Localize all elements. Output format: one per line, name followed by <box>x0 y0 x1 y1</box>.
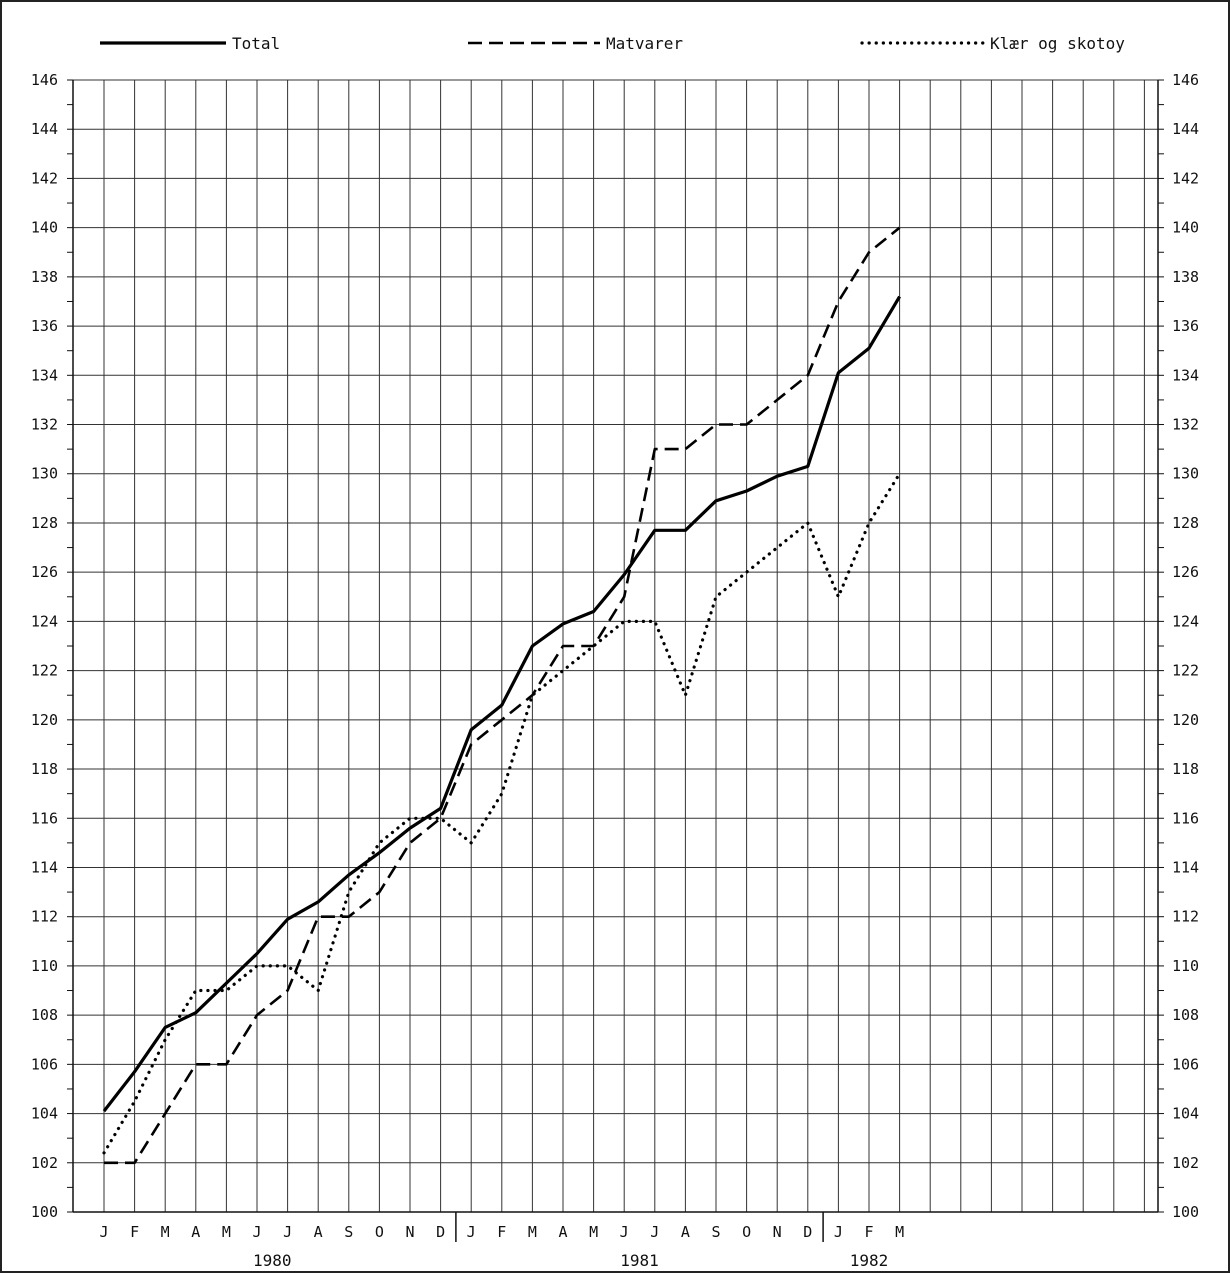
y-tick-label-left: 110 <box>31 957 58 975</box>
x-tick-label: D <box>436 1223 445 1241</box>
y-tick-label-right: 120 <box>1172 711 1199 729</box>
y-tick-label-left: 108 <box>31 1006 58 1024</box>
y-tick-label-left: 138 <box>31 268 58 286</box>
y-tick-label-left: 130 <box>31 465 58 483</box>
x-tick-label: M <box>222 1223 231 1241</box>
x-tick-label: J <box>283 1223 292 1241</box>
y-tick-label-left: 114 <box>31 858 58 876</box>
x-tick-label: N <box>773 1223 782 1241</box>
x-tick-label: F <box>497 1223 506 1241</box>
x-tick-label: A <box>681 1223 690 1241</box>
series-line-total <box>102 295 901 1113</box>
y-tick-label-right: 132 <box>1172 416 1199 434</box>
y-tick-label-left: 122 <box>31 662 58 680</box>
x-tick-label: M <box>895 1223 904 1241</box>
y-tick-label-left: 112 <box>31 908 58 926</box>
y-tick-label-left: 126 <box>31 563 58 581</box>
y-tick-label-left: 132 <box>31 416 58 434</box>
y-tick-label-right: 116 <box>1172 809 1199 827</box>
x-tick-label: O <box>742 1223 751 1241</box>
y-tick-label-left: 104 <box>31 1105 58 1123</box>
x-tick-label: J <box>834 1223 843 1241</box>
series-line-kl-r-og-skot-y <box>102 472 902 1155</box>
y-tick-label-left: 102 <box>31 1154 58 1172</box>
series-line-matvarer <box>104 226 901 1165</box>
y-tick-label-left: 136 <box>31 317 58 335</box>
legend-label-total: Total <box>232 34 280 53</box>
x-tick-label: M <box>161 1223 170 1241</box>
y-tick-label-left: 146 <box>31 71 58 89</box>
y-tick-label-right: 134 <box>1172 366 1199 384</box>
y-tick-label-right: 112 <box>1172 908 1199 926</box>
y-tick-label-right: 126 <box>1172 563 1199 581</box>
y-tick-label-left: 142 <box>31 169 58 187</box>
x-tick-label: J <box>467 1223 476 1241</box>
y-tick-label-right: 114 <box>1172 858 1199 876</box>
y-tick-label-right: 130 <box>1172 465 1199 483</box>
x-tick-label: J <box>99 1223 108 1241</box>
x-tick-label: J <box>252 1223 261 1241</box>
y-tick-label-left: 124 <box>31 612 58 630</box>
y-tick-label-left: 144 <box>31 120 58 138</box>
x-tick-label: S <box>711 1223 720 1241</box>
y-tick-label-right: 128 <box>1172 514 1199 532</box>
x-tick-label: A <box>191 1223 200 1241</box>
series-lines <box>102 226 902 1165</box>
y-tick-label-right: 108 <box>1172 1006 1199 1024</box>
y-tick-label-right: 138 <box>1172 268 1199 286</box>
x-tick-label: M <box>528 1223 537 1241</box>
y-tick-label-left: 118 <box>31 760 58 778</box>
y-tick-label-right: 142 <box>1172 169 1199 187</box>
y-tick-label-right: 110 <box>1172 957 1199 975</box>
y-tick-label-left: 116 <box>31 809 58 827</box>
y-tick-label-right: 104 <box>1172 1105 1199 1123</box>
legend: Total Matvarer Klær og skotoy <box>100 34 1125 53</box>
x-tick-label: N <box>405 1223 414 1241</box>
y-tick-label-right: 100 <box>1172 1203 1199 1221</box>
y-tick-label-left: 128 <box>31 514 58 532</box>
year-label: 1980 <box>253 1251 292 1270</box>
x-tick-label: J <box>650 1223 659 1241</box>
y-tick-label-left: 100 <box>31 1203 58 1221</box>
year-label: 1981 <box>620 1251 659 1270</box>
y-tick-label-right: 122 <box>1172 662 1199 680</box>
y-tick-label-right: 118 <box>1172 760 1199 778</box>
y-tick-label-right: 102 <box>1172 1154 1199 1172</box>
x-tick-label: A <box>558 1223 567 1241</box>
y-tick-label-left: 120 <box>31 711 58 729</box>
x-tick-label: J <box>620 1223 629 1241</box>
legend-label-matvarer: Matvarer <box>606 34 683 53</box>
x-tick-label: F <box>130 1223 139 1241</box>
x-tick-label: S <box>344 1223 353 1241</box>
axis-labels: 100 100 102 102 104 104 106 106 108 108 110 110 112 1… <box>31 71 1199 1270</box>
y-tick-label-right: 106 <box>1172 1055 1199 1073</box>
y-tick-label-right: 140 <box>1172 219 1199 237</box>
y-tick-label-left: 106 <box>31 1055 58 1073</box>
x-tick-label: F <box>864 1223 873 1241</box>
x-tick-label: D <box>803 1223 812 1241</box>
y-tick-label-right: 136 <box>1172 317 1199 335</box>
year-label: 1982 <box>850 1251 889 1270</box>
legend-label-klaer-og-skotoy: Klær og skotoy <box>990 34 1125 53</box>
y-tick-label-right: 124 <box>1172 612 1199 630</box>
y-tick-label-right: 146 <box>1172 71 1199 89</box>
x-tick-label: M <box>589 1223 598 1241</box>
x-tick-label: A <box>314 1223 323 1241</box>
y-tick-label-left: 140 <box>31 219 58 237</box>
y-tick-label-left: 134 <box>31 366 58 384</box>
y-tick-label-right: 144 <box>1172 120 1199 138</box>
grid <box>73 79 1158 1213</box>
x-tick-label: O <box>375 1223 384 1241</box>
